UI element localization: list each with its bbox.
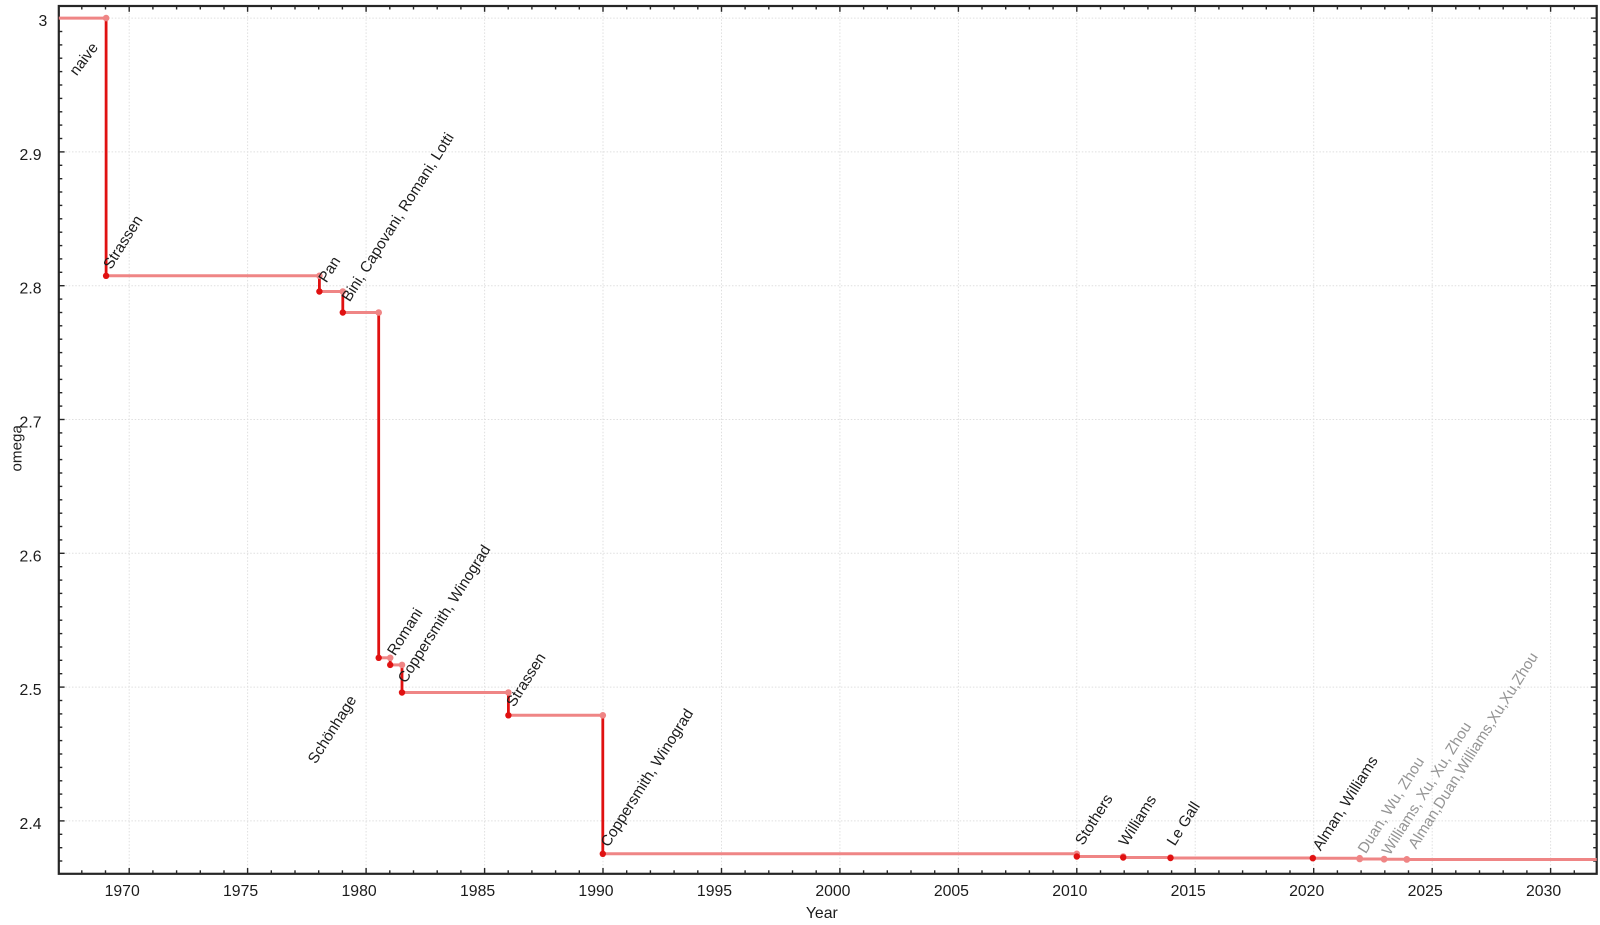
svg-text:1970: 1970 — [105, 883, 140, 900]
svg-text:2030: 2030 — [1526, 883, 1561, 900]
svg-text:1995: 1995 — [697, 883, 732, 900]
svg-text:2.5: 2.5 — [20, 682, 42, 699]
svg-text:2.6: 2.6 — [20, 548, 42, 565]
svg-text:3: 3 — [39, 13, 48, 30]
svg-text:2025: 2025 — [1408, 883, 1443, 900]
svg-text:1985: 1985 — [460, 883, 495, 900]
svg-text:1980: 1980 — [342, 883, 377, 900]
svg-text:2020: 2020 — [1289, 883, 1324, 900]
svg-text:1990: 1990 — [578, 883, 613, 900]
svg-text:omega: omega — [9, 425, 26, 472]
svg-text:2.7: 2.7 — [20, 415, 42, 432]
svg-text:2010: 2010 — [1052, 883, 1087, 900]
svg-text:Year: Year — [806, 905, 838, 920]
svg-text:2015: 2015 — [1171, 883, 1206, 900]
svg-text:2.9: 2.9 — [20, 147, 42, 164]
svg-text:2005: 2005 — [934, 883, 969, 900]
svg-text:2.4: 2.4 — [20, 816, 42, 833]
svg-text:2.8: 2.8 — [20, 281, 42, 298]
svg-text:2000: 2000 — [815, 883, 850, 900]
svg-text:1975: 1975 — [223, 883, 258, 900]
